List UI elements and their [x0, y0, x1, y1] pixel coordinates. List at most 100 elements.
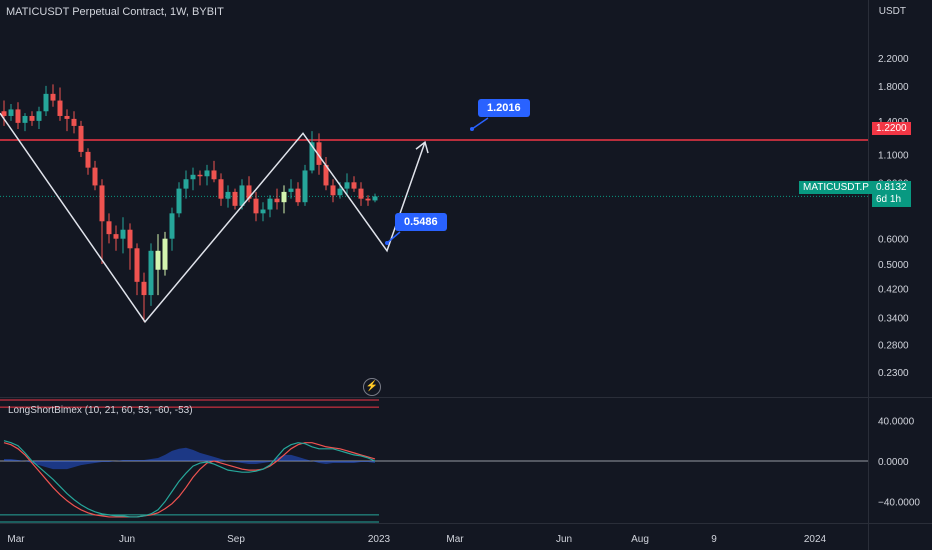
candle-body	[351, 182, 357, 189]
candle-body	[141, 281, 147, 296]
last-price-value: 0.8132	[876, 182, 907, 193]
price-tick-label: 1.8000	[878, 82, 909, 93]
indicator-tick-label: 0.0000	[878, 457, 909, 468]
candle-body	[253, 198, 259, 214]
time-tick-label: Sep	[227, 534, 245, 545]
candle	[302, 164, 308, 206]
candle	[85, 148, 91, 175]
candle-body	[232, 191, 238, 206]
callout-top[interactable]: 1.2016	[478, 99, 530, 117]
candle	[120, 217, 126, 254]
candle	[176, 182, 182, 218]
candle-body	[239, 185, 245, 206]
indicator-histogram	[4, 447, 375, 470]
candle-body	[295, 188, 301, 203]
level-price-tag: 1.2200	[872, 122, 911, 135]
candle-body	[225, 191, 231, 199]
callout-bottom[interactable]: 0.5486	[395, 213, 447, 231]
candle-body	[246, 185, 252, 199]
candle-body	[148, 250, 154, 296]
candle	[351, 176, 357, 192]
candle	[372, 193, 378, 203]
candle	[71, 111, 77, 134]
candle	[99, 179, 105, 265]
currency-label: USDT	[878, 6, 906, 17]
candle-body	[134, 248, 140, 282]
candle-body	[316, 142, 322, 165]
candle	[29, 111, 35, 126]
lightning-icon[interactable]: ⚡	[363, 378, 381, 396]
candle	[365, 195, 371, 206]
candle	[155, 234, 161, 296]
time-tick-label: 2024	[804, 534, 827, 545]
candle	[204, 164, 210, 186]
chart-title: MATICUSDT Perpetual Contract, 1W, BYBIT	[6, 6, 224, 18]
price-tick-label: 0.3400	[878, 314, 909, 325]
candle	[281, 185, 287, 214]
candle-body	[78, 125, 84, 152]
candle-body	[113, 234, 119, 239]
indicator-title: LongShortBimex (10, 21, 60, 53, -60, -53…	[8, 405, 193, 416]
candle-body	[323, 164, 329, 186]
candle-body	[36, 111, 42, 121]
candle	[316, 133, 322, 175]
candle	[323, 156, 329, 191]
candle	[239, 179, 245, 210]
price-tick-label: 1.1000	[878, 150, 909, 161]
candle-body	[309, 142, 315, 171]
candle-body	[169, 213, 175, 239]
candle	[57, 87, 63, 121]
candle-body	[204, 170, 210, 177]
candle-body	[344, 182, 350, 189]
candle	[148, 243, 154, 306]
candle	[22, 113, 28, 132]
candle	[344, 173, 350, 196]
candle	[8, 104, 14, 121]
candle-body	[211, 170, 217, 180]
candle-body	[1, 111, 7, 116]
price-tick-label: 0.2300	[878, 368, 909, 379]
indicator-tick-label: 40.0000	[878, 416, 915, 427]
candle-body	[176, 188, 182, 214]
candle	[288, 179, 294, 199]
time-tick-label: Jun	[556, 534, 572, 545]
candle-body	[183, 179, 189, 189]
candle	[253, 191, 259, 222]
last-price-tag: 0.8132 6d 1h	[872, 181, 911, 207]
candle	[309, 131, 315, 174]
pane-separator	[0, 397, 932, 398]
candle-body	[15, 109, 21, 123]
candle-body	[330, 185, 336, 196]
price-axis-border	[868, 0, 869, 550]
price-tick-label: 0.6000	[878, 235, 909, 246]
candle-body	[99, 185, 105, 222]
candle-body	[162, 238, 168, 270]
countdown-value: 6d 1h	[876, 194, 902, 205]
candle-body	[274, 198, 280, 203]
candle	[127, 223, 133, 270]
candle	[295, 182, 301, 206]
candle-body	[358, 188, 364, 199]
candle-body	[267, 198, 273, 210]
price-tick-label: 0.2800	[878, 341, 909, 352]
candle-body	[190, 174, 196, 180]
candle-body	[57, 100, 63, 116]
candle	[358, 182, 364, 206]
candle-body	[50, 93, 56, 101]
candle-body	[8, 109, 14, 116]
time-tick-label: Jun	[119, 534, 135, 545]
callout-bottom-anchor	[386, 231, 401, 244]
candle-body	[127, 229, 133, 249]
candle	[197, 170, 203, 186]
candle	[1, 100, 7, 126]
candle-body	[85, 151, 91, 168]
time-tick-label: Aug	[631, 534, 649, 545]
time-tick-label: 2023	[368, 534, 391, 545]
price-tick-label: 0.4200	[878, 284, 909, 295]
candle-body	[120, 229, 126, 239]
candle-body	[288, 188, 294, 192]
candle-body	[337, 188, 343, 196]
candle-body	[43, 93, 49, 112]
candle	[106, 213, 112, 244]
